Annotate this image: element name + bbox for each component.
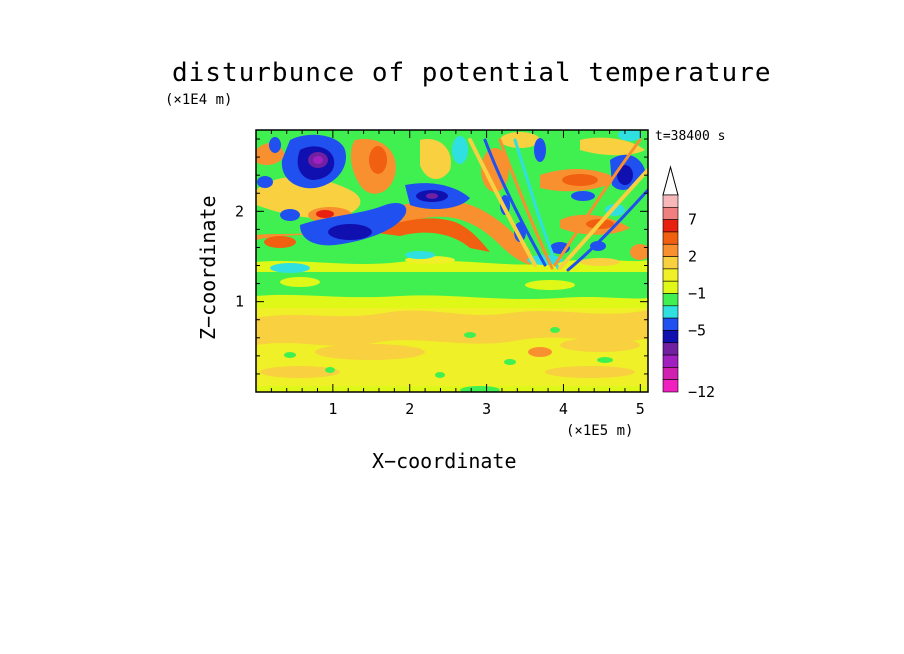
colorbar-swatch xyxy=(662,293,679,307)
colorbar-swatch xyxy=(662,342,679,356)
colorbar-arrow xyxy=(662,165,679,196)
colorbar-swatch xyxy=(662,243,679,257)
x-tick-label: 2 xyxy=(405,400,414,418)
colorbar-label: 2 xyxy=(688,248,697,266)
colorbar-swatch xyxy=(662,305,679,319)
colorbar-swatch xyxy=(662,317,679,331)
axes: 1 2 3 4 5 1 2 xyxy=(235,130,648,418)
x-axis-multiplier: (×1E5 m) xyxy=(566,423,634,439)
colorbar-swatch xyxy=(662,268,679,282)
colorbar-swatch xyxy=(662,256,679,270)
warm-features xyxy=(256,132,648,266)
x-tick-label: 1 xyxy=(328,400,337,418)
colorbar-swatch xyxy=(662,194,679,208)
colorbar-label: −12 xyxy=(688,383,715,401)
colorbar-swatch xyxy=(662,379,679,393)
colorbar-label: 7 xyxy=(688,211,697,229)
neutral-layer xyxy=(256,259,648,308)
colorbar: 7 2 −1 −5 −12 xyxy=(662,165,715,401)
time-label: t=38400 s xyxy=(655,129,726,144)
y-tick-label: 2 xyxy=(235,202,244,220)
colorbar-swatch xyxy=(662,367,679,380)
y-axis-multiplier: (×1E4 m) xyxy=(165,92,233,108)
x-tick-label: 4 xyxy=(559,400,568,418)
colorbar-label: −1 xyxy=(688,285,706,303)
x-tick-label: 3 xyxy=(482,400,491,418)
plot-area xyxy=(256,130,648,392)
y-tick-label: 1 xyxy=(235,293,244,311)
colorbar-swatch xyxy=(662,330,679,344)
colorbar-swatch xyxy=(662,354,679,368)
x-axis-label: X−coordinate xyxy=(372,449,517,473)
colorbar-swatch xyxy=(662,207,679,220)
cold-features xyxy=(257,130,645,273)
colorbar-swatch xyxy=(662,231,679,245)
plot-frame xyxy=(255,129,649,393)
wave-rays xyxy=(468,138,648,272)
x-tick-label: 5 xyxy=(636,400,645,418)
colorbar-swatch xyxy=(662,280,679,294)
green-speckles xyxy=(284,327,613,378)
chart-title: disturbunce of potential temperature xyxy=(172,58,772,88)
colorbar-swatch xyxy=(662,219,679,233)
lower-warm-layer xyxy=(256,305,648,392)
colorbar-label: −5 xyxy=(688,321,706,339)
